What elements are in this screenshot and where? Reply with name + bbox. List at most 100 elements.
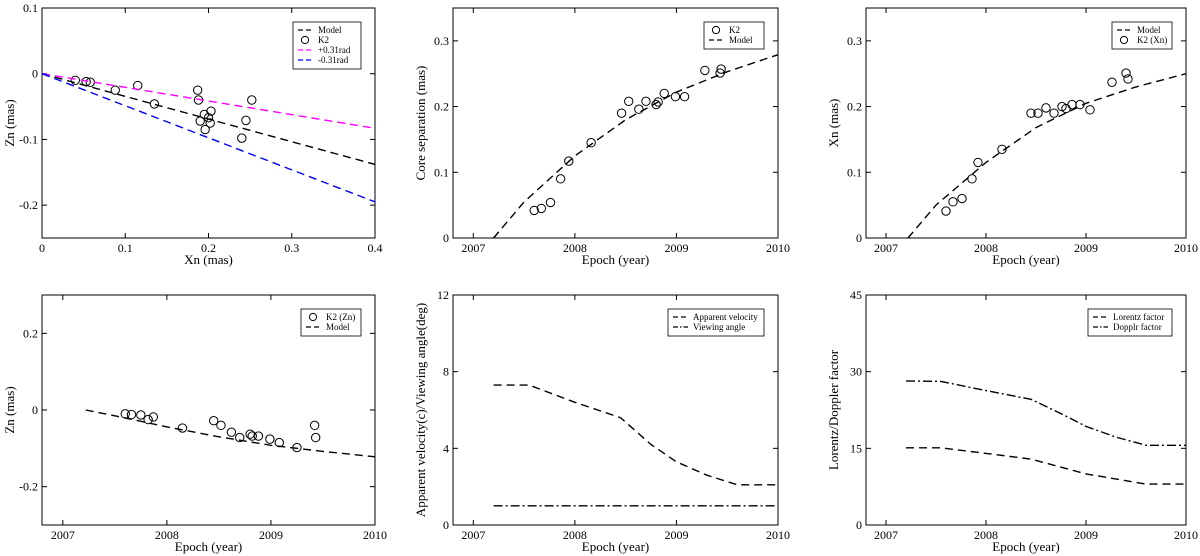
- chart-panel-6: 2007 2008 2009 2010 0 15 30 45 Epoch (year) Loren…: [826, 288, 1198, 554]
- x-tick-label: 2007: [461, 241, 485, 255]
- series-line-model: [85, 409, 375, 458]
- x-axis-label: Epoch (year): [992, 252, 1060, 267]
- plot-frame: [865, 294, 1187, 526]
- legend-entry-label: +0.31rad: [318, 45, 351, 55]
- data-point: [1041, 103, 1051, 113]
- series-line-model: [493, 54, 778, 238]
- data-point: [948, 197, 958, 207]
- plot-area: [907, 68, 1186, 238]
- legend-box: [292, 21, 362, 70]
- data-point: [265, 434, 275, 444]
- y-axis-label: Core separation (mas): [413, 66, 428, 181]
- x-tick-label: 2008: [563, 241, 587, 255]
- legend-marker-swatch: [308, 312, 318, 322]
- data-point: [203, 113, 214, 123]
- y-tick-label: 0: [32, 67, 38, 81]
- y-tick-label: 0.2: [434, 100, 449, 114]
- data-point: [1085, 105, 1095, 115]
- data-point: [245, 429, 255, 439]
- y-tick-label: -0.2: [19, 480, 38, 494]
- chart-panel-4: 2007 2008 2009 2010 -0.2 0 0.2 Epoch (year) Zn (…: [2, 294, 387, 554]
- y-tick-label: 0.2: [847, 100, 862, 114]
- x-tick-label: 0.1: [118, 241, 133, 255]
- y-tick-label: -0.1: [19, 132, 38, 146]
- x-tick-label: 2007: [874, 241, 898, 255]
- plot-area: [85, 409, 375, 458]
- data-point: [216, 420, 226, 431]
- data-point: [670, 92, 681, 102]
- legend-entry-label: Model: [729, 35, 753, 45]
- y-axis-label: Lorentz/Doppler factor: [826, 349, 841, 470]
- x-tick-label: 2009: [664, 528, 688, 542]
- data-point: [148, 412, 159, 422]
- data-point: [1107, 77, 1117, 87]
- x-axis-label: Epoch (year): [175, 539, 243, 554]
- x-tick-label: 2007: [51, 528, 75, 542]
- plot-area: [42, 73, 375, 203]
- data-point: [149, 99, 160, 109]
- legend-entry-label: -0.31rad: [318, 55, 349, 65]
- x-tick-label: 0.4: [368, 241, 383, 255]
- data-point: [997, 144, 1007, 154]
- data-point: [624, 96, 634, 107]
- data-point: [967, 174, 977, 184]
- data-point: [274, 437, 284, 448]
- data-point: [1026, 108, 1036, 118]
- data-point: [716, 64, 726, 74]
- y-tick-label: 0: [443, 231, 449, 245]
- data-point: [70, 75, 81, 85]
- series-line-model: [907, 73, 1186, 238]
- legend-marker-swatch: [300, 35, 310, 45]
- y-tick-label: 0.1: [847, 165, 862, 179]
- data-point: [309, 420, 320, 431]
- y-tick-label: 30: [850, 365, 862, 379]
- x-tick-label: 0: [39, 241, 45, 255]
- data-point: [237, 133, 247, 143]
- plot-frame: [452, 7, 779, 239]
- y-tick-label: 8: [443, 365, 449, 379]
- legend-entry-label: Lorentz factor: [1113, 312, 1164, 322]
- series-line-dopplr-factor: [905, 380, 1186, 446]
- x-tick-label: 2008: [974, 528, 998, 542]
- y-tick-label: 45: [850, 288, 862, 302]
- data-point: [1075, 99, 1085, 110]
- y-tick-label: 0: [856, 518, 862, 532]
- data-point: [679, 92, 690, 102]
- legend-marker-swatch: [1119, 35, 1129, 45]
- plot-frame: [452, 294, 779, 526]
- y-axis-label: Zn (mas): [2, 99, 17, 146]
- legend-entry-label: K2 (Zn): [326, 312, 355, 322]
- y-tick-label: 0.3: [847, 34, 862, 48]
- x-tick-label: 2009: [1074, 241, 1098, 255]
- x-tick-label: 2009: [664, 241, 688, 255]
- legend-box: [1111, 21, 1173, 50]
- legend-entry-label: K2: [318, 35, 329, 45]
- data-point: [235, 432, 245, 443]
- y-tick-label: 0: [856, 231, 862, 245]
- data-point: [1033, 108, 1043, 118]
- y-tick-label: 0.2: [23, 326, 38, 340]
- data-point: [659, 88, 669, 99]
- x-tick-label: 2010: [766, 528, 790, 542]
- series-line--0-31rad: [42, 73, 375, 203]
- data-point: [126, 409, 137, 420]
- legend-entry-label: K2 (Xn): [1137, 35, 1167, 45]
- data-point: [192, 85, 203, 95]
- legend-entry-label: Model: [1137, 25, 1161, 35]
- data-point: [1121, 68, 1131, 78]
- x-tick-label: 2007: [874, 528, 898, 542]
- data-point: [1049, 108, 1059, 118]
- data-point: [564, 156, 574, 166]
- legend-marker-swatch: [711, 25, 721, 35]
- data-point: [616, 108, 627, 118]
- x-axis-label: Epoch (year): [582, 539, 650, 554]
- series-line--0-31rad: [42, 73, 375, 129]
- data-point: [205, 118, 215, 128]
- legend-entry-label: Model: [326, 322, 350, 332]
- plot-area: [905, 380, 1186, 485]
- y-axis-label: Apparent velocity(c)/Viewing angle(deg): [413, 303, 428, 517]
- data-point: [247, 431, 257, 441]
- data-point: [195, 116, 205, 126]
